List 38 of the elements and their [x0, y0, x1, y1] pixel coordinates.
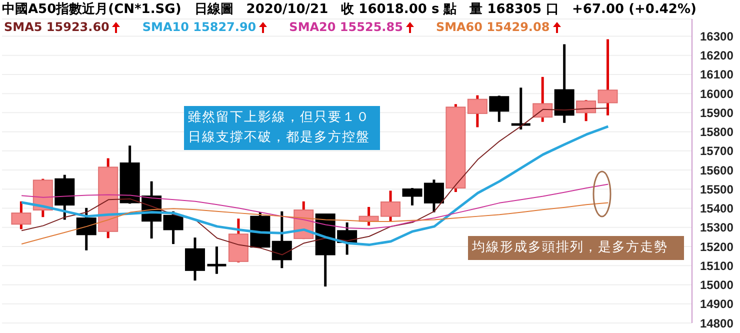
annotation: 雖然留下上影線，但只要１０日線支撐不破，都是多方控盤	[184, 106, 380, 150]
candlestick	[402, 186, 422, 207]
y-tick-label: 16000	[700, 86, 734, 101]
y-tick-label: 14900	[700, 297, 734, 312]
line-series	[21, 184, 609, 230]
candlestick	[11, 200, 32, 230]
candlestick	[576, 98, 596, 122]
y-tick-label: 14800	[700, 316, 734, 330]
text: SMA5 15923.60	[4, 20, 110, 34]
y-tick-label: 15500	[700, 182, 734, 196]
y-tick-label: 15300	[700, 220, 734, 235]
candlestick	[76, 206, 96, 252]
y-tick-label: 15100	[700, 258, 734, 273]
candlestick	[598, 38, 618, 117]
chart-title: 中國A50指數近月(CN*1.SG) 日線圖 2020/10/21 收 16018.00 s 點 量 168305 口 +67.00 (+0.42%)	[2, 1, 696, 19]
y-tick-label: 15900	[700, 106, 734, 120]
candlestick	[467, 94, 488, 128]
text: SMA10 15827.90	[142, 20, 256, 34]
candlestick	[206, 245, 228, 276]
candlestick	[184, 236, 205, 282]
y-tick-label: 15600	[700, 163, 734, 178]
candlestick	[163, 210, 184, 246]
annotation: 均線形成多頭排列，是多方走勢	[468, 236, 684, 260]
y-tick-label: 15800	[700, 125, 734, 140]
candlestick	[510, 86, 532, 131]
candlestick	[489, 94, 510, 124]
y-tick-label: 16100	[700, 68, 734, 82]
y-tick-label: 15400	[700, 202, 734, 216]
text: SMA60 15429.08	[436, 20, 550, 34]
y-tick-label: 16300	[700, 29, 734, 44]
y-tick-label: 15700	[700, 144, 734, 158]
candlestick	[272, 210, 292, 270]
y-tick-label: 15200	[700, 240, 734, 254]
y-tick-label: 15000	[700, 278, 734, 292]
y-tick-label: 16200	[700, 48, 734, 63]
text: SMA20 15525.85	[289, 20, 403, 34]
candlestick	[424, 178, 444, 214]
candlestick	[532, 76, 553, 124]
